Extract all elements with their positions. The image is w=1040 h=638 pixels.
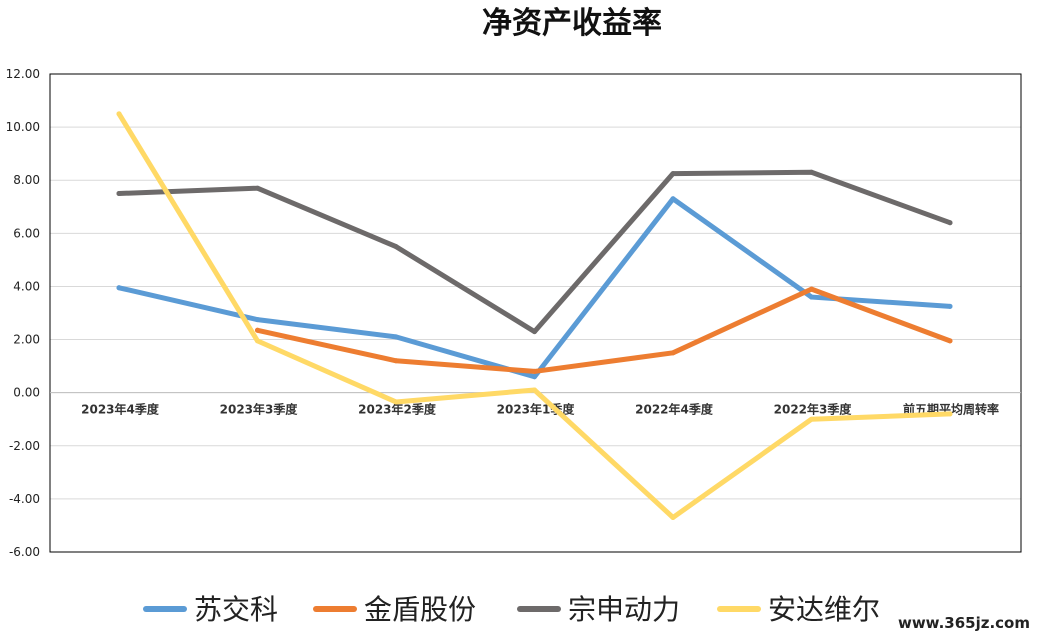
data-point — [532, 387, 537, 393]
legend-label: 宗申动力 — [568, 593, 680, 626]
legend-label: 苏交科 — [194, 593, 278, 626]
watermark-text: www.365jz.com — [898, 614, 1030, 632]
data-point — [116, 111, 122, 117]
x-tick-label: 2022年3季度 — [774, 402, 853, 417]
data-point — [670, 196, 676, 202]
data-point — [809, 294, 814, 300]
x-tick-label: 2023年3季度 — [220, 402, 299, 417]
data-point — [809, 169, 814, 175]
y-tick-label: 4.00 — [13, 279, 40, 293]
data-point — [947, 411, 953, 417]
y-tick-label: 0.00 — [13, 386, 40, 400]
data-point — [670, 171, 676, 177]
data-point — [255, 317, 260, 323]
legend-item: 金盾股份 — [313, 593, 476, 626]
data-point — [947, 220, 953, 226]
y-axis-ticks: 12.00 10.00 8.00 6.00 4.00 2.00 0.00 -2.00 -4.00… — [6, 67, 40, 559]
data-point — [255, 338, 260, 344]
legend: 苏交科 金盾股份 宗申动力 安达维尔 — [143, 593, 880, 626]
data-point — [393, 358, 399, 364]
data-point — [393, 334, 399, 340]
y-tick-label: 10.00 — [6, 120, 40, 134]
data-point — [393, 399, 399, 405]
legend-item: 苏交科 — [143, 593, 278, 626]
y-tick-label: 2.00 — [13, 333, 40, 347]
data-point — [947, 338, 953, 344]
plot-area-border — [49, 73, 1022, 553]
legend-label: 金盾股份 — [364, 593, 476, 626]
x-axis-ticks: 2023年4季度 2023年3季度 2023年2季度 2023年1季度 2022年4季度… — [81, 402, 999, 417]
data-point — [532, 374, 537, 380]
y-tick-label: -6.00 — [9, 545, 40, 559]
x-tick-label: 2023年2季度 — [358, 402, 437, 417]
data-point — [393, 244, 399, 250]
data-point — [116, 285, 122, 291]
series-line-3 — [116, 169, 953, 335]
x-tick-label: 2023年4季度 — [81, 402, 160, 417]
data-point — [116, 191, 122, 196]
series-lines — [116, 111, 953, 520]
y-tick-label: 6.00 — [13, 226, 40, 240]
series-line-4 — [116, 111, 953, 520]
data-point — [809, 286, 814, 292]
data-point — [809, 416, 814, 422]
legend-item: 宗申动力 — [517, 593, 680, 626]
data-point — [532, 368, 537, 374]
series-line-2 — [255, 286, 953, 374]
series-line-1 — [116, 196, 953, 380]
data-point — [255, 185, 260, 191]
y-tick-label: -4.00 — [9, 492, 40, 506]
data-point — [255, 327, 260, 333]
x-tick-label: 2022年4季度 — [635, 402, 714, 417]
data-point — [670, 514, 676, 520]
y-tick-label: 12.00 — [6, 67, 40, 81]
y-tick-label: -2.00 — [9, 439, 40, 453]
y-tick-label: 8.00 — [13, 173, 40, 187]
data-point — [947, 303, 953, 309]
data-point — [532, 329, 537, 335]
chart-title: 净资产收益率 — [482, 6, 662, 41]
legend-item: 安达维尔 — [717, 593, 880, 626]
legend-label: 安达维尔 — [768, 593, 880, 626]
data-point — [670, 350, 676, 356]
x-tick-label: 2023年1季度 — [497, 402, 576, 417]
